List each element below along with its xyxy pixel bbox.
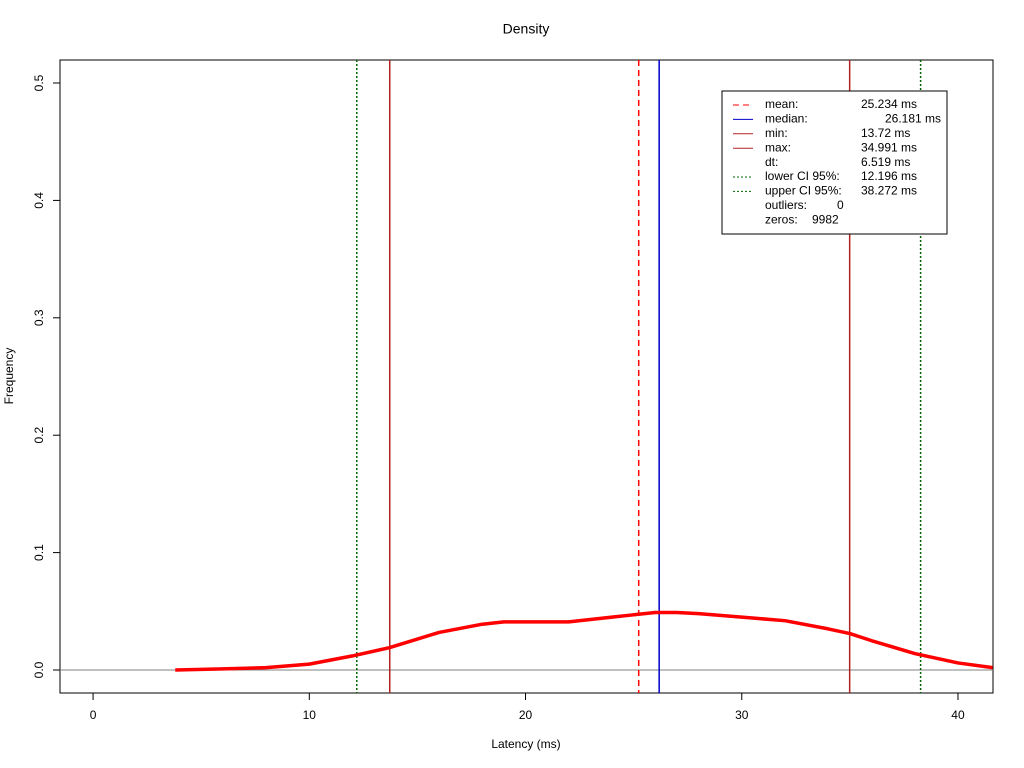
legend-label: dt: — [765, 155, 778, 169]
y-tick-label: 0.2 — [32, 427, 46, 444]
legend-value: 13.72 ms — [861, 126, 910, 140]
density-line — [175, 610, 993, 672]
x-tick-label: 20 — [519, 708, 533, 722]
legend-value: 0 — [837, 198, 844, 212]
x-tick-label: 30 — [735, 708, 749, 722]
y-tick-label: 0.5 — [32, 74, 46, 91]
legend-label: median: — [765, 112, 808, 126]
x-axis-label: Latency (ms) — [491, 737, 560, 751]
y-tick-label: 0.0 — [32, 661, 46, 678]
legend-label: upper CI 95%: — [765, 184, 842, 198]
legend-label: mean: — [765, 97, 798, 111]
legend-label: zeros: — [765, 212, 798, 226]
chart-title: Density — [503, 21, 550, 37]
legend-label: outliers: — [765, 198, 807, 212]
legend-value: 6.519 ms — [861, 155, 910, 169]
y-tick-label: 0.3 — [32, 309, 46, 326]
x-tick-label: 0 — [90, 708, 97, 722]
legend-value: 26.181 ms — [885, 112, 941, 126]
x-tick-label: 10 — [303, 708, 317, 722]
legend-value: 25.234 ms — [861, 97, 917, 111]
plot-frame — [59, 59, 994, 694]
legend-label: min: — [765, 126, 788, 140]
legend-value: 38.272 ms — [861, 184, 917, 198]
legend-value: 34.991 ms — [861, 140, 917, 154]
legend-value: 9982 — [812, 212, 839, 226]
legend-label: lower CI 95%: — [765, 169, 840, 183]
legend-box — [721, 90, 948, 235]
legend-label: max: — [765, 140, 791, 154]
y-tick-label: 0.4 — [32, 192, 46, 209]
y-tick-label: 0.1 — [32, 544, 46, 561]
x-tick-label: 40 — [951, 708, 965, 722]
legend-value: 12.196 ms — [861, 169, 917, 183]
y-axis-label: Frequency — [2, 348, 16, 405]
